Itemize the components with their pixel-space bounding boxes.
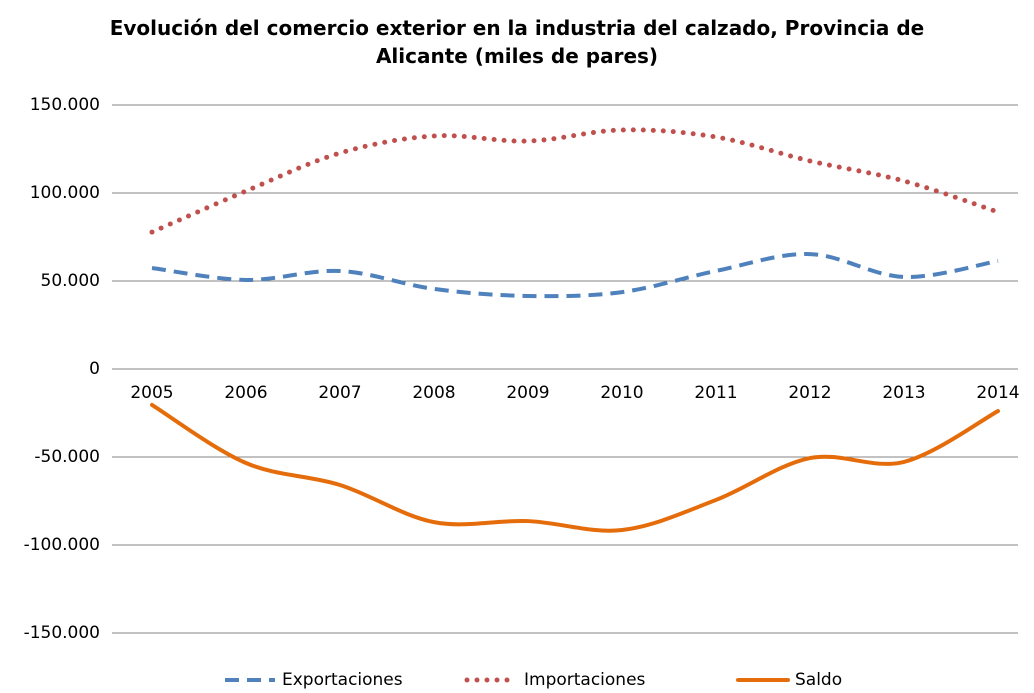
y-tick-label: -150.000 xyxy=(24,623,100,643)
x-tick-label: 2011 xyxy=(694,383,737,403)
x-tick-label: 2010 xyxy=(600,383,643,403)
y-tick-label: -50.000 xyxy=(34,447,100,467)
x-tick-label: 2012 xyxy=(788,383,831,403)
chart-title: Evolución del comercio exterior en la in… xyxy=(109,16,925,68)
x-tick-label: 2007 xyxy=(318,383,361,403)
x-tick-label: 2006 xyxy=(224,383,267,403)
y-tick-label: 0 xyxy=(89,359,100,379)
x-tick-label: 2005 xyxy=(130,383,173,403)
legend-label: Importaciones xyxy=(524,670,646,690)
y-tick-label: -100.000 xyxy=(24,535,100,555)
x-tick-label: 2014 xyxy=(976,383,1019,403)
line-series xyxy=(149,127,1001,235)
y-tick-label: 50.000 xyxy=(41,271,100,291)
y-tick-label: 150.000 xyxy=(30,95,100,115)
line-series xyxy=(150,402,1000,533)
legend-label: Exportaciones xyxy=(282,670,403,690)
x-tick-label: 2008 xyxy=(412,383,455,403)
legend-label: Saldo xyxy=(795,670,842,690)
y-tick-label: 100.000 xyxy=(30,183,100,203)
x-tick-label: 2009 xyxy=(506,383,549,403)
x-tick-label: 2013 xyxy=(882,383,925,403)
line-series xyxy=(151,252,999,299)
